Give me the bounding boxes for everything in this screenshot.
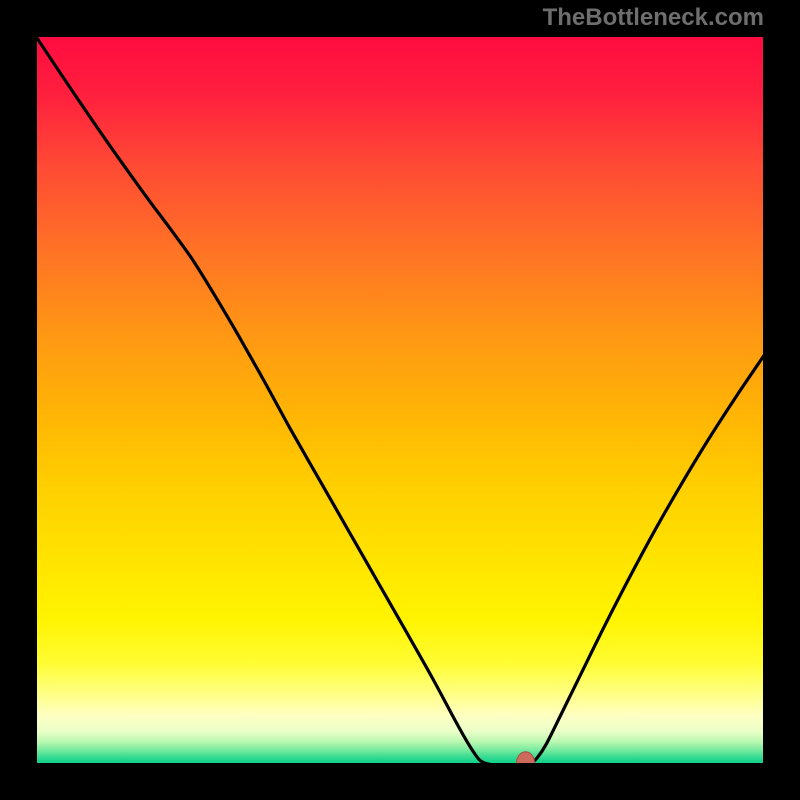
watermark-label: TheBottleneck.com xyxy=(543,4,764,32)
chart-svg xyxy=(35,35,765,765)
chart-stage: TheBottleneck.com xyxy=(0,0,800,800)
chart-plot-area xyxy=(35,35,765,765)
gradient-background xyxy=(35,35,765,765)
